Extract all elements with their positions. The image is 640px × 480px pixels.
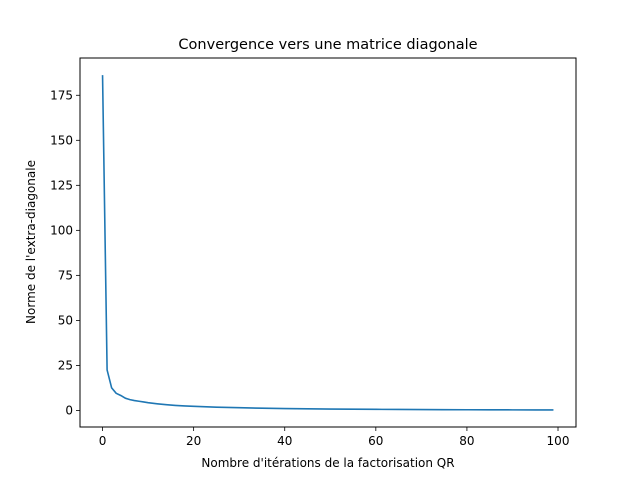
y-tick-label: 75	[58, 268, 73, 282]
series-line	[101, 75, 554, 411]
y-tick-label: 0	[65, 403, 73, 417]
x-tick-label: 0	[99, 434, 107, 448]
chart-title: Convergence vers une matrice diagonale	[178, 37, 477, 53]
y-axis: 0 25 50 75 100 125 150 175	[50, 88, 80, 417]
plot-area	[79, 57, 577, 428]
y-tick-label: 25	[58, 358, 73, 372]
x-tick-label: 40	[277, 434, 292, 448]
x-tick-label: 100	[547, 434, 570, 448]
y-axis-label: Norme de l'extra-diagonale	[24, 160, 38, 324]
x-tick-label: 20	[186, 434, 201, 448]
x-axis: 0 20 40 60 80 100	[99, 427, 570, 448]
y-tick-label: 175	[50, 88, 73, 102]
y-tick-label: 150	[50, 133, 73, 147]
y-tick-label: 50	[58, 313, 73, 327]
plot-frame	[79, 57, 577, 428]
y-tick-label: 125	[50, 178, 73, 192]
y-tick-label: 100	[50, 223, 73, 237]
x-axis-label: Nombre d'itérations de la factorisation …	[201, 456, 454, 470]
x-tick-label: 80	[459, 434, 474, 448]
x-tick-label: 60	[368, 434, 383, 448]
